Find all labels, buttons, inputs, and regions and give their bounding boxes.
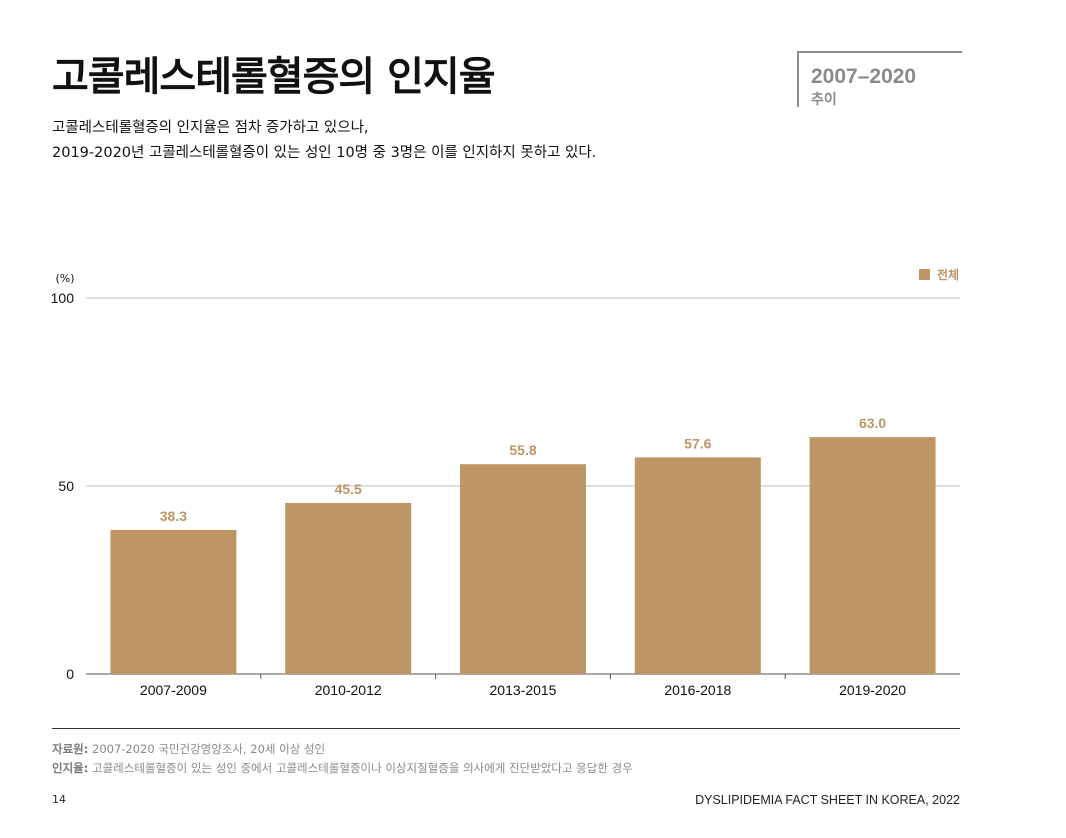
definition-note: 인지율: 고콜레스테롤혈증이 있는 성인 중에서 고콜레스테롤혈증이나 이상지질…: [52, 760, 633, 776]
x-tick-label: 2016-2018: [664, 682, 731, 698]
footer-divider: [52, 728, 960, 729]
bar-value-label: 55.8: [509, 442, 536, 458]
bar-value-label: 45.5: [335, 481, 362, 497]
subtitle-line-1: 고콜레스테롤혈증의 인지율은 점차 증가하고 있으나,: [52, 120, 369, 136]
source-label: 자료원:: [52, 742, 89, 756]
source-text: 2007-2020 국민건강영양조사, 20세 이상 성인: [88, 742, 326, 756]
definition-text: 고콜레스테롤혈증이 있는 성인 중에서 고콜레스테롤혈증이나 이상지질혈증을 의…: [88, 761, 633, 775]
page-number: 14: [52, 793, 66, 806]
y-tick-label: 100: [51, 290, 75, 306]
bar-value-label: 38.3: [160, 508, 187, 524]
bar-value-label: 57.6: [684, 435, 711, 451]
bar: [634, 457, 761, 674]
page-title: 고콜레스테롤혈증의 인지율: [52, 54, 496, 100]
bar: [110, 529, 237, 674]
x-tick-label: 2019-2020: [839, 682, 906, 698]
subtitle-line-2: 2019-2020년 고콜레스테롤혈증이 있는 성인 10명 중 3명은 이를 …: [52, 145, 597, 161]
bar-chart: 0 50 100 (%) 38.3 2007-2009 45.5 2010-2012 55.8 2…: [51, 267, 960, 698]
y-tick-label: 0: [66, 666, 74, 682]
bar: [809, 437, 936, 674]
legend-swatch: [919, 269, 930, 280]
document-title: DYSLIPIDEMIA FACT SHEET IN KOREA, 2022: [695, 793, 960, 807]
definition-label: 인지율:: [52, 761, 89, 775]
bar: [285, 502, 412, 674]
y-axis-label: (%): [55, 272, 74, 285]
bar: [460, 464, 586, 674]
legend-label: 전체: [937, 267, 959, 282]
bar-value-label: 63.0: [859, 415, 886, 431]
period-box: 2007–2020 추이: [797, 51, 962, 108]
source-note: 자료원: 2007-2020 국민건강영양조사, 20세 이상 성인: [52, 741, 325, 757]
x-tick-label: 2013-2015: [490, 682, 557, 698]
period-years: 2007–2020: [811, 65, 917, 88]
x-tick-label: 2007-2009: [140, 682, 207, 698]
y-tick-label: 50: [58, 478, 74, 494]
period-label: 추이: [811, 92, 837, 108]
x-tick-label: 2010-2012: [315, 682, 382, 698]
